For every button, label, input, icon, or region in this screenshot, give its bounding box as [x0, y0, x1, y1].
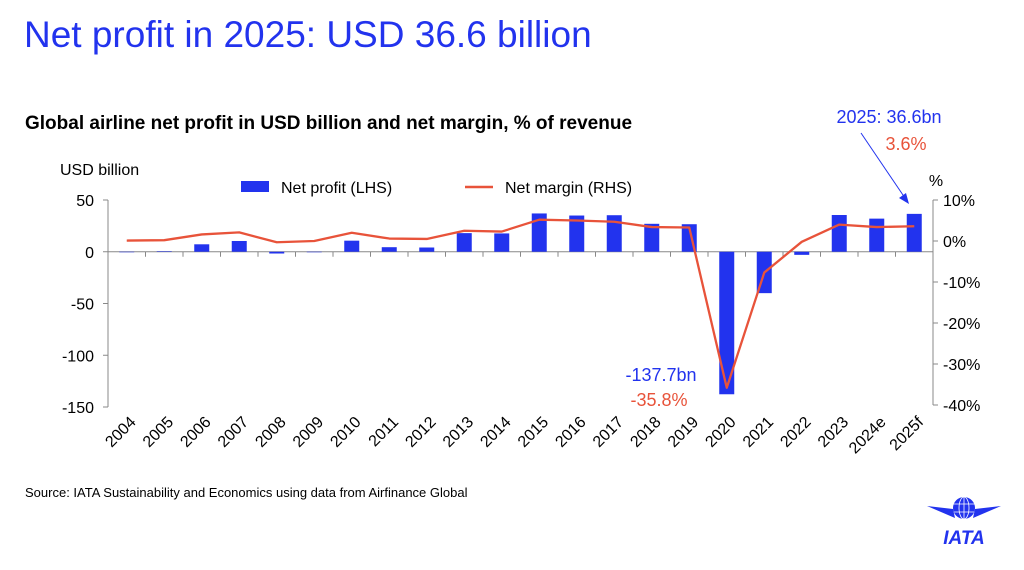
- bar-2007: [231, 240, 247, 252]
- bar-2025f: [906, 213, 922, 252]
- x-tick-label: 2025f: [887, 413, 928, 454]
- bar-2015: [531, 213, 547, 252]
- x-tick-label: 2014: [477, 414, 514, 451]
- bar-2022: [794, 251, 810, 255]
- x-tick-label: 2016: [552, 414, 589, 451]
- left-tick-label: -150: [62, 400, 94, 417]
- right-tick-label: -30%: [943, 357, 980, 374]
- net-margin-line: [126, 218, 915, 389]
- legend-net-profit: Net profit (LHS): [281, 180, 392, 197]
- right-tick-label: -40%: [943, 398, 980, 415]
- x-tick-label: 2024e: [846, 414, 890, 458]
- bar-2018: [644, 223, 660, 252]
- right-tick-label: -10%: [943, 275, 980, 292]
- right-tick-label: 10%: [943, 193, 975, 210]
- bar-2010: [344, 240, 360, 252]
- source-note: Source: IATA Sustainability and Economic…: [25, 485, 468, 500]
- left-tick-label: 0: [85, 245, 94, 262]
- left-tick-label: -50: [71, 297, 94, 314]
- x-tick-label: 2006: [177, 414, 214, 451]
- legend-bar-swatch: [241, 181, 269, 192]
- x-tick-label: 2020: [702, 414, 739, 451]
- x-tick-label: 2017: [590, 414, 627, 451]
- bar-2013: [456, 233, 472, 252]
- annotations: 2025: 36.6bn 3.6% -137.7bn -35.8%: [625, 107, 941, 410]
- legend-net-margin: Net margin (RHS): [505, 180, 632, 197]
- x-tick-label: 2022: [777, 414, 814, 451]
- iata-logo: IATA: [927, 496, 1001, 549]
- x-tick-label: 2018: [627, 414, 664, 451]
- right-axis-label: %: [929, 173, 943, 190]
- x-tick-label: 2019: [665, 414, 702, 451]
- x-tick-label: 2011: [366, 414, 402, 450]
- annotation-2025-profit: 2025: 36.6bn: [836, 107, 941, 127]
- bar-2023: [831, 215, 847, 252]
- chart-title: Global airline net profit in USD billion…: [25, 113, 633, 134]
- left-tick-label: -100: [62, 348, 94, 365]
- annotation-2020-margin: -35.8%: [630, 390, 687, 410]
- annotation-2020-profit: -137.7bn: [625, 365, 696, 385]
- right-tick-label: -20%: [943, 316, 980, 333]
- x-tick-label: 2008: [252, 414, 289, 451]
- x-tick-label: 2007: [215, 414, 252, 451]
- bar-2005: [156, 251, 172, 252]
- bar-2017: [606, 215, 622, 252]
- bar-2012: [419, 247, 435, 252]
- annotation-arrow: [860, 132, 906, 199]
- bar-2008: [269, 251, 285, 254]
- x-tick-label: 2004: [102, 414, 139, 451]
- x-tick-label: 2010: [327, 414, 364, 451]
- x-tick-label: 2012: [402, 414, 439, 451]
- right-tick-label: 0%: [943, 234, 966, 251]
- page-title: Net profit in 2025: USD 36.6 billion: [24, 14, 592, 55]
- bar-2014: [494, 233, 510, 252]
- x-tick-label: 2015: [515, 414, 552, 451]
- x-tick-label: 2013: [440, 414, 477, 451]
- bar-2004: [119, 251, 135, 253]
- bar-2016: [569, 215, 585, 252]
- annotation-2025-margin: 3.6%: [885, 134, 926, 154]
- left-axis-label: USD billion: [60, 162, 139, 179]
- bar-2006: [194, 244, 210, 252]
- bar-2020: [719, 251, 735, 395]
- bar-2024e: [869, 218, 885, 252]
- x-tick-label: 2009: [290, 414, 327, 451]
- legend: Net profit (LHS) Net margin (RHS): [241, 180, 632, 197]
- annotation-arrowhead: [899, 193, 909, 204]
- x-tick-label: 2005: [140, 414, 177, 451]
- bar-2009: [306, 251, 322, 253]
- left-tick-label: 50: [76, 193, 94, 210]
- x-tick-label: 2021: [740, 414, 777, 451]
- bar-2011: [381, 247, 397, 252]
- svg-text:IATA: IATA: [943, 528, 985, 549]
